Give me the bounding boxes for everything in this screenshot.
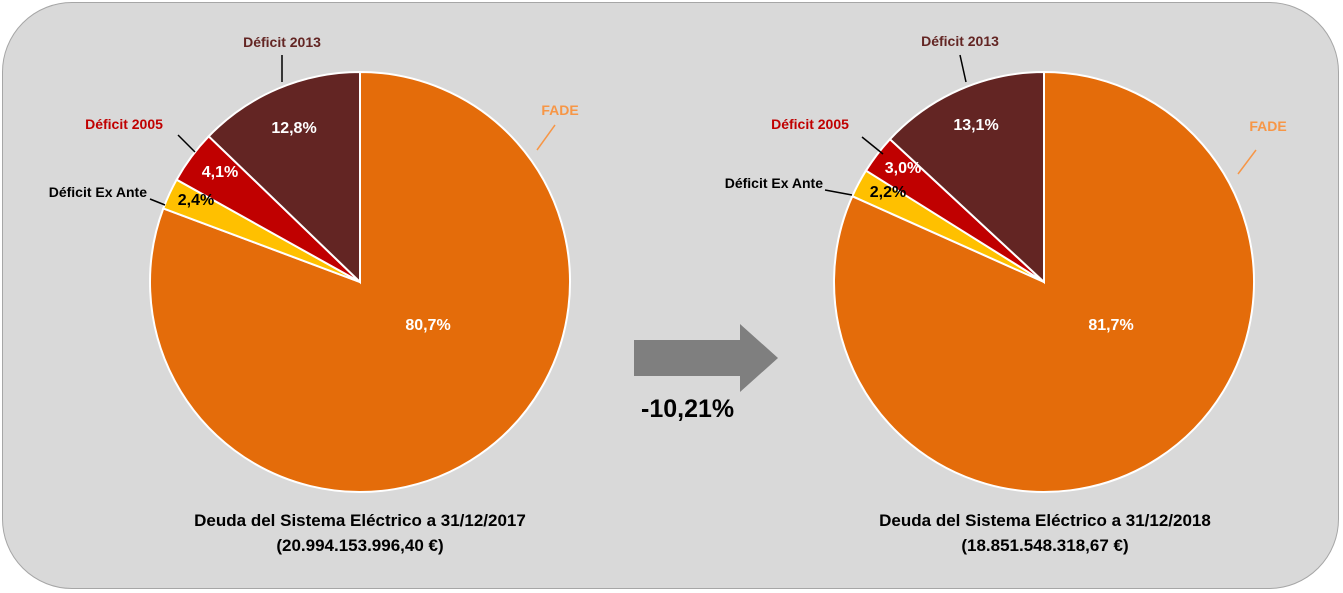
change-arrow-icon [634, 324, 778, 392]
category-label-deficit-ex-ante: Déficit Ex Ante [49, 184, 147, 200]
chart-2017-title: Deuda del Sistema Eléctrico a 31/12/2017 [194, 511, 526, 530]
leader-line-deficit-2005 [177, 134, 196, 153]
value-label-deficit-ex-ante: 2,2% [870, 184, 906, 201]
leader-line-fade [1237, 149, 1257, 175]
category-label-deficit-2005: Déficit 2005 [85, 116, 163, 132]
caption-2018: Deuda del Sistema Eléctrico a 31/12/2018… [845, 508, 1245, 558]
change-percentage: -10,21% [641, 395, 735, 423]
leader-line-deficit-2013 [959, 54, 967, 83]
pie-chart-2017: 80,7% 2,4% 4,1% 12,8% FADE Déficit Ex Ante Déf… [49, 34, 579, 493]
leader-line-deficit-ex-ante [824, 189, 853, 196]
category-label-deficit-ex-ante: Déficit Ex Ante [725, 175, 823, 191]
chart-2018-title: Deuda del Sistema Eléctrico a 31/12/2018 [879, 511, 1211, 530]
slice-deficit-2013 [207, 70, 361, 285]
category-label-deficit-2005: Déficit 2005 [771, 116, 849, 132]
category-label-fade: FADE [541, 102, 578, 118]
value-label-deficit-ex-ante: 2,4% [178, 192, 214, 209]
leader-line-fade [536, 124, 556, 151]
value-label-deficit-2013: 13,1% [953, 117, 998, 134]
value-label-deficit-2013: 12,8% [271, 120, 316, 137]
pie-chart-2018: 81,7% 2,2% 3,0% 13,1% FADE Déficit Ex Ante Déf… [725, 33, 1287, 493]
category-label-deficit-2013: Déficit 2013 [921, 33, 999, 49]
value-label-fade: 80,7% [405, 317, 450, 334]
chart-2017-total: (20.994.153.996,40 €) [276, 536, 444, 555]
category-label-deficit-2013: Déficit 2013 [243, 34, 321, 50]
leader-line-deficit-2005 [861, 136, 884, 155]
slice-deficit-2013 [888, 70, 1045, 285]
category-label-fade: FADE [1249, 118, 1286, 134]
caption-2017: Deuda del Sistema Eléctrico a 31/12/2017… [160, 508, 560, 558]
value-label-fade: 81,7% [1088, 317, 1133, 334]
leader-line-deficit-ex-ante [149, 198, 166, 206]
value-label-deficit-2005: 4,1% [202, 164, 238, 181]
value-label-deficit-2005: 3,0% [885, 160, 921, 177]
chart-2018-total: (18.851.548.318,67 €) [961, 536, 1129, 555]
